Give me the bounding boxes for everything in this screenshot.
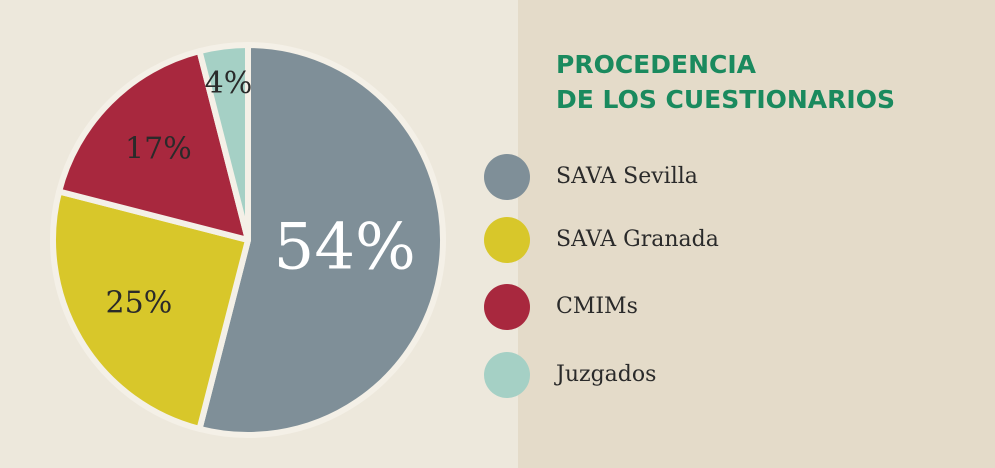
chart-title: DE LOS CUESTIONARIOS xyxy=(556,85,895,114)
value-label: 17% xyxy=(125,131,192,166)
legend-swatch xyxy=(484,217,530,263)
legend-label: SAVA Sevilla xyxy=(556,164,698,189)
value-label: 25% xyxy=(106,286,173,321)
legend-swatch xyxy=(484,352,530,398)
legend-swatch xyxy=(484,284,530,330)
value-label: 4% xyxy=(205,66,253,101)
chart: PROCEDENCIA DE LOS CUESTIONARIOS 54% 25% 1… xyxy=(0,0,995,468)
legend-label: CMIMs xyxy=(556,294,638,319)
page: {"chart_data": {"type": "pie", "title": … xyxy=(0,0,995,468)
chart-title: PROCEDENCIA xyxy=(556,50,757,79)
legend-label: SAVA Granada xyxy=(556,227,719,252)
legend-swatch xyxy=(484,154,530,200)
value-label: 54% xyxy=(274,211,416,285)
legend-label: Juzgados xyxy=(554,362,656,387)
